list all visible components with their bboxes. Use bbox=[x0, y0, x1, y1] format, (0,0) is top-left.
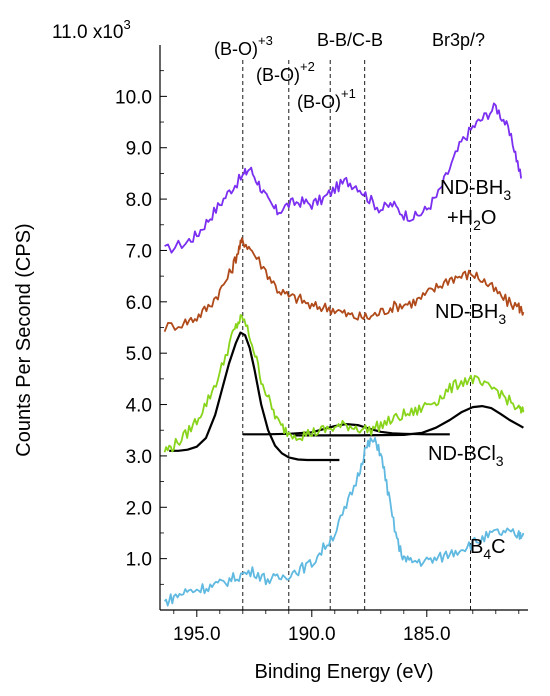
fit-peak-b-o-3 bbox=[169, 331, 340, 462]
y-scale-mantissa: 11.0 x10 bbox=[52, 22, 123, 43]
fit-peak-br3p bbox=[293, 405, 524, 437]
label-nd-bh3-h2o-line1: ND-BH3 bbox=[440, 177, 511, 203]
reference-lines bbox=[242, 60, 471, 610]
series-line-nd-bh3 bbox=[163, 237, 525, 333]
fit-curves bbox=[169, 331, 524, 462]
x-axis-title: Binding Energy (eV) bbox=[255, 661, 434, 683]
y-tick-label: 9.0 bbox=[126, 139, 152, 160]
y-scale-label: 11.0 x103 bbox=[52, 17, 131, 43]
y-tick-label: 10.0 bbox=[115, 87, 152, 108]
y-tick-label: 5.0 bbox=[126, 344, 152, 365]
anno-b-o-2: (B-O)+2 bbox=[256, 59, 315, 85]
fit-peak-b-o-1 bbox=[242, 423, 450, 436]
y-scale-exponent: 3 bbox=[123, 17, 130, 32]
y-tick-label: 2.0 bbox=[126, 498, 152, 519]
label-nd-bcl3: ND-BCl3 bbox=[428, 443, 504, 469]
series-line-nd-bh3-h2o bbox=[164, 102, 522, 254]
x-tick-label: 190.0 bbox=[288, 624, 336, 645]
series-line-nd-bcl3 bbox=[163, 314, 525, 453]
label-b4c: B4C bbox=[470, 536, 506, 562]
y-tick-label: 7.0 bbox=[126, 241, 152, 262]
x-tick-label: 195.0 bbox=[173, 624, 221, 645]
data-series bbox=[163, 102, 525, 607]
anno-br3p: Br3p/? bbox=[432, 30, 485, 50]
plot-frame bbox=[159, 45, 528, 611]
y-axis-title: Counts Per Second (CPS) bbox=[13, 223, 35, 456]
y-tick-label: 1.0 bbox=[126, 550, 152, 571]
y-tick-label: 4.0 bbox=[126, 396, 152, 417]
y-axis-ticks: 1.0 2.0 3.0 4.0 5.0 6.0 7.0 8.0 9.0 10.0 bbox=[115, 70, 167, 585]
anno-b-b-c-b: B-B/C-B bbox=[317, 30, 383, 50]
y-tick-label: 3.0 bbox=[126, 447, 152, 468]
anno-b-o-3: (B-O)+3 bbox=[214, 33, 273, 59]
anno-b-o-1: (B-O)+1 bbox=[297, 86, 356, 112]
y-tick-label: 8.0 bbox=[126, 190, 152, 211]
x-axis-ticks: 195.0 190.0 185.0 bbox=[173, 610, 520, 645]
series-line-b4c bbox=[163, 437, 525, 607]
label-nd-bh3-h2o-line2: +H2O bbox=[447, 207, 496, 233]
x-tick-label: 185.0 bbox=[403, 624, 451, 645]
label-nd-bh3: ND-BH3 bbox=[435, 301, 506, 327]
y-tick-label: 6.0 bbox=[126, 293, 152, 314]
